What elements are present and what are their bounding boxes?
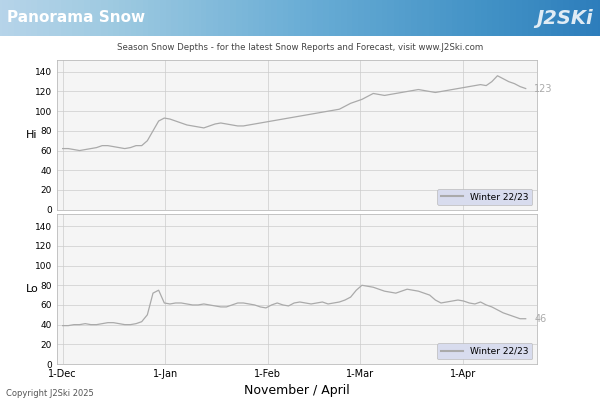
Y-axis label: Hi: Hi (26, 130, 38, 140)
Legend: Winter 22/23: Winter 22/23 (437, 343, 532, 360)
Text: 46: 46 (534, 314, 547, 324)
Text: Season Snow Depths - for the latest Snow Reports and Forecast, visit www.J2Ski.c: Season Snow Depths - for the latest Snow… (117, 42, 483, 52)
X-axis label: November / April: November / April (244, 384, 350, 398)
Text: J2SKi: J2SKi (536, 8, 593, 28)
Text: 123: 123 (534, 84, 553, 94)
Text: Panorama Snow: Panorama Snow (7, 10, 145, 26)
Legend: Winter 22/23: Winter 22/23 (437, 189, 532, 205)
Y-axis label: Lo: Lo (26, 284, 38, 294)
Text: Copyright J2Ski 2025: Copyright J2Ski 2025 (6, 389, 94, 398)
